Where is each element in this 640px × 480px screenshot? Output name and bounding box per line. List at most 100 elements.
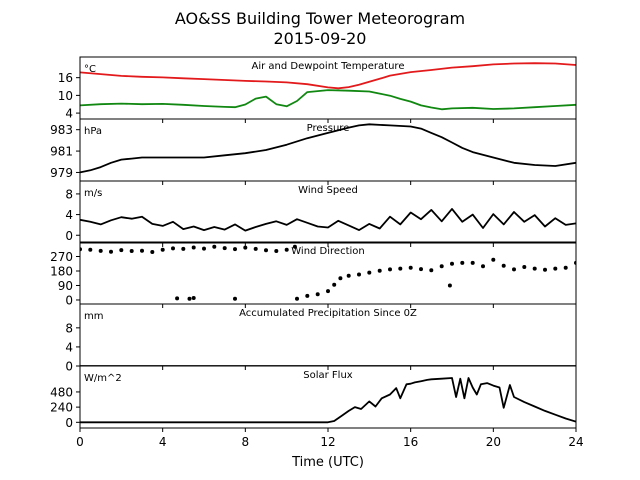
y-tick-label: 10 xyxy=(58,89,73,103)
data-point xyxy=(332,282,337,287)
data-point xyxy=(233,247,237,252)
data-point xyxy=(512,267,516,272)
y-tick-label: 0 xyxy=(65,360,73,374)
panel-1: 4 10 16 °C Air and Dewpoint Temperature xyxy=(58,56,577,123)
x-axis-label: Time (UTC) xyxy=(291,455,364,470)
data-point xyxy=(419,267,423,272)
panel-2: 979 981 983 hPa Pressure xyxy=(50,118,577,185)
data-point xyxy=(191,296,196,300)
x-tick-label: 20 xyxy=(486,435,501,449)
data-point xyxy=(88,247,93,252)
panel-4-data xyxy=(80,244,576,301)
panel-unit-label: °C xyxy=(84,64,96,75)
data-point xyxy=(292,244,297,249)
y-tick-label: 240 xyxy=(50,401,73,415)
data-point xyxy=(367,270,372,275)
panel-title: Solar Flux xyxy=(303,370,353,381)
data-point xyxy=(338,276,343,281)
data-point xyxy=(501,263,506,268)
y-tick-label: 480 xyxy=(50,385,73,399)
data-point xyxy=(398,266,403,271)
data-point xyxy=(187,296,192,301)
x-tick-label: 0 xyxy=(76,435,84,449)
data-point xyxy=(175,296,180,301)
data-point xyxy=(447,283,452,288)
data-point xyxy=(460,260,465,265)
panel-5: 0 4 8 mm Accumulated Precipitation Since 0Z xyxy=(65,303,577,374)
panel-1-data xyxy=(80,62,576,111)
series-line-1 xyxy=(80,123,576,174)
data-point xyxy=(295,296,299,301)
data-point xyxy=(264,248,268,253)
y-tick-label: 90 xyxy=(58,279,73,293)
panel-title: Accumulated Precipitation Since 0Z xyxy=(239,308,417,319)
series-line-2 xyxy=(80,89,576,111)
data-point xyxy=(429,268,434,273)
series-line-1 xyxy=(80,377,576,424)
data-point xyxy=(140,248,144,253)
series-line-1 xyxy=(80,62,576,90)
y-tick-label: 981 xyxy=(50,145,73,159)
y-tick-label: 0 xyxy=(65,416,73,430)
panel-title: Wind Direction xyxy=(291,246,365,257)
figure-title-line2: 2015-09-20 xyxy=(274,29,367,48)
data-point xyxy=(98,248,103,253)
data-point xyxy=(357,272,361,277)
data-point xyxy=(202,246,206,251)
x-tick-label: 8 xyxy=(242,435,250,449)
panel-title: Wind Speed xyxy=(298,185,358,196)
x-tick-label: 16 xyxy=(403,435,418,449)
panel-title: Air and Dewpoint Temperature xyxy=(252,61,405,72)
x-tick-label: 24 xyxy=(568,435,583,449)
y-tick-label: 979 xyxy=(50,166,73,180)
x-tick-label: 12 xyxy=(320,435,335,449)
data-point xyxy=(222,246,227,251)
data-point xyxy=(171,246,175,251)
y-tick-label: 4 xyxy=(65,208,73,222)
data-point xyxy=(532,266,537,271)
data-point xyxy=(274,249,279,253)
data-point xyxy=(481,264,485,269)
panels-group: 4 10 16 °C Air and Dewpoint Temperature 979 98… xyxy=(50,56,577,432)
series-line-1 xyxy=(80,207,576,232)
y-tick-label: 8 xyxy=(65,187,73,201)
panel-unit-label: W/m^2 xyxy=(84,373,122,384)
y-tick-label: 8 xyxy=(65,321,73,335)
x-tick-label: 4 xyxy=(159,435,167,449)
y-tick-label: 180 xyxy=(50,264,73,278)
panel-6-data xyxy=(80,377,576,424)
data-point xyxy=(243,245,248,250)
data-point xyxy=(191,245,196,250)
data-point xyxy=(150,250,155,254)
y-tick-label: 0 xyxy=(65,293,73,307)
y-tick-label: 16 xyxy=(58,71,73,85)
data-point xyxy=(470,260,475,265)
data-point xyxy=(439,264,444,269)
y-tick-label: 4 xyxy=(65,107,73,121)
data-point xyxy=(408,265,413,270)
data-point xyxy=(233,296,237,301)
y-tick-label: 0 xyxy=(65,229,73,243)
panel-3: 0 4 8 m/s Wind Speed xyxy=(65,180,577,247)
data-point xyxy=(315,292,320,297)
data-point xyxy=(346,273,351,278)
panel-title: Pressure xyxy=(307,123,350,134)
panel-unit-label: mm xyxy=(84,311,103,322)
panel-unit-label: hPa xyxy=(84,126,102,137)
data-point xyxy=(305,293,310,298)
data-point xyxy=(563,265,568,270)
panel-3-data xyxy=(80,207,576,232)
y-tick-label: 270 xyxy=(50,250,73,264)
panel-unit-label: m/s xyxy=(84,188,102,199)
data-point xyxy=(388,267,392,272)
y-tick-label: 4 xyxy=(65,340,73,354)
data-point xyxy=(119,248,124,253)
data-point xyxy=(491,257,496,262)
data-point xyxy=(253,246,258,251)
data-point xyxy=(181,246,186,251)
data-point xyxy=(326,289,330,294)
data-point xyxy=(377,268,382,273)
data-point xyxy=(129,249,134,253)
